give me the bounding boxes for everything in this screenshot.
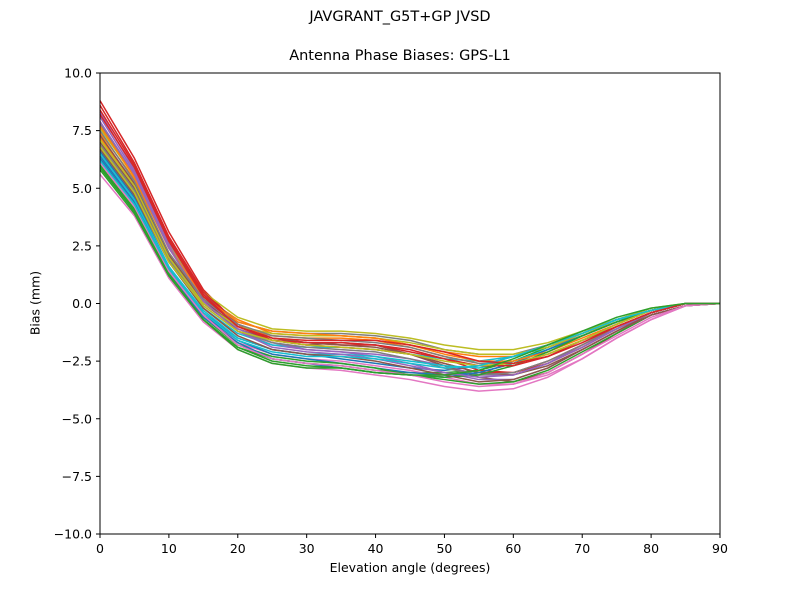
- x-tick-label: 50: [436, 541, 452, 556]
- series-line-17: [99, 173, 721, 392]
- series-layer: [99, 100, 721, 392]
- y-axis-label: Bias (mm): [27, 270, 43, 336]
- y-tick-label: −2.5: [62, 354, 92, 369]
- x-tick-label: 40: [368, 541, 384, 556]
- x-tick-label: 90: [712, 541, 728, 556]
- series-line-32: [99, 164, 720, 376]
- y-tick-label: −7.5: [62, 469, 92, 484]
- series-line-3: [99, 167, 720, 374]
- y-tick-label: −10.0: [54, 527, 92, 542]
- x-axis-label: Elevation angle (degrees): [329, 560, 491, 575]
- series-line-25: [99, 121, 720, 379]
- series-line-20: [99, 153, 720, 369]
- series-line-30: [99, 160, 720, 369]
- x-tick-label: 70: [574, 541, 590, 556]
- series-line-29: [99, 146, 720, 367]
- x-tick-label: 60: [505, 541, 521, 556]
- series-line-10: [99, 146, 720, 362]
- series-line-31: [99, 114, 720, 365]
- y-tick-label: 0.0: [72, 296, 92, 311]
- series-line-16: [99, 134, 720, 376]
- y-tick-label: 2.5: [72, 238, 92, 253]
- series-line-6: [99, 141, 721, 383]
- series-line-26: [99, 148, 721, 383]
- y-tick-label: 10.0: [64, 66, 92, 81]
- chart-title: Antenna Phase Biases: GPS-L1: [289, 48, 511, 64]
- y-tick-label: 7.5: [72, 123, 92, 138]
- x-tick-label: 10: [161, 541, 177, 556]
- x-tick-label: 20: [230, 541, 246, 556]
- figure-suptitle: JAVGRANT_G5T+GP JVSD: [309, 9, 491, 25]
- x-tick-label: 30: [299, 541, 315, 556]
- y-tick-label: −5.0: [62, 411, 92, 426]
- x-tick-label: 80: [643, 541, 659, 556]
- series-line-5: [99, 111, 720, 376]
- x-tick-label: 0: [96, 541, 104, 556]
- axes-layer: 0 10 20 30 40 50 60 70 80 90 −10.0 −7.5 −5.0 −2.5 0.0 2…: [54, 66, 728, 557]
- y-tick-label: 5.0: [72, 181, 92, 196]
